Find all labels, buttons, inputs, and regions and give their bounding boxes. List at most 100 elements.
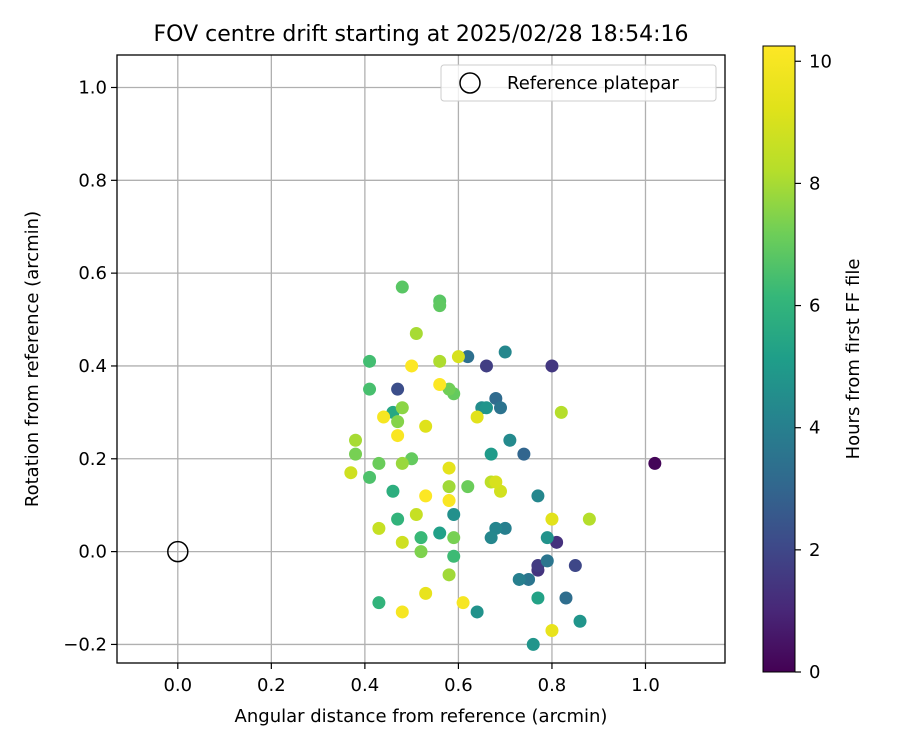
data-point <box>498 521 512 535</box>
data-point <box>540 554 554 568</box>
data-point <box>573 614 587 628</box>
data-point <box>498 345 512 359</box>
data-point <box>395 456 409 470</box>
data-point <box>494 401 508 415</box>
data-point <box>363 354 377 368</box>
data-point <box>363 470 377 484</box>
data-point <box>470 605 484 619</box>
x-tick-label: 0.4 <box>351 675 380 696</box>
x-axis-ticks: 0.0 0.2 0.4 0.6 0.8 1.0 <box>163 663 660 696</box>
data-point <box>531 591 545 605</box>
data-point <box>409 507 423 521</box>
colorbar-label: Hours from first FF file <box>843 259 864 460</box>
data-point <box>433 526 447 540</box>
colorbar-gradient <box>762 45 796 673</box>
data-point <box>568 559 582 573</box>
colorbar-ticks: 0 2 4 6 8 10 <box>795 51 832 683</box>
data-point <box>447 531 461 545</box>
chart-title: FOV centre drift starting at 2025/02/28 … <box>154 22 689 47</box>
data-point <box>344 466 358 480</box>
data-point <box>377 410 391 424</box>
colorbar-tick-label: 8 <box>809 173 820 194</box>
colorbar-tick-label: 4 <box>809 418 820 439</box>
legend-box <box>440 64 717 102</box>
data-point <box>461 350 475 364</box>
x-tick-label: 0.0 <box>163 675 192 696</box>
data-point <box>409 326 423 340</box>
data-point <box>545 512 559 526</box>
data-point <box>414 545 428 559</box>
data-point <box>456 596 470 610</box>
data-point <box>526 637 540 651</box>
data-point <box>372 596 386 610</box>
data-point <box>559 591 573 605</box>
x-axis-label: Angular distance from reference (arcmin) <box>235 706 608 727</box>
data-point <box>386 484 400 498</box>
data-point <box>503 433 517 447</box>
y-tick-label: 1.0 <box>78 77 107 98</box>
data-point <box>433 354 447 368</box>
y-tick-label: 0.8 <box>78 170 107 191</box>
data-point <box>395 535 409 549</box>
data-point <box>447 549 461 563</box>
data-point <box>349 447 363 461</box>
legend-reference-marker <box>459 72 481 94</box>
data-point <box>391 415 405 429</box>
data-point <box>545 359 559 373</box>
x-tick-label: 0.8 <box>538 675 567 696</box>
data-point <box>461 480 475 494</box>
data-point <box>540 531 554 545</box>
data-point <box>479 401 493 415</box>
data-point <box>522 572 536 586</box>
data-point <box>512 572 526 586</box>
data-point <box>484 447 498 461</box>
data-point <box>531 489 545 503</box>
data-point <box>363 382 377 396</box>
colorbar-tick-label: 2 <box>809 540 820 561</box>
data-point <box>395 401 409 415</box>
data-point <box>442 568 456 582</box>
data-point <box>433 299 447 313</box>
colorbar: 0 2 4 6 8 10 Hours from first FF file <box>762 45 864 683</box>
data-points <box>344 280 662 651</box>
x-tick-label: 0.6 <box>444 675 473 696</box>
plot-frame <box>116 54 726 664</box>
legend: Reference platepar <box>440 64 717 102</box>
data-point <box>419 489 433 503</box>
data-point <box>391 382 405 396</box>
x-tick-label: 1.0 <box>631 675 660 696</box>
data-point <box>545 624 559 638</box>
data-point <box>391 429 405 443</box>
data-point <box>554 405 568 419</box>
data-point <box>484 531 498 545</box>
data-point <box>433 378 447 392</box>
data-point <box>447 507 461 521</box>
y-tick-label: 0.4 <box>78 356 107 377</box>
data-point <box>442 480 456 494</box>
data-point <box>442 494 456 508</box>
data-point <box>414 531 428 545</box>
y-axis-ticks: −0.2 0.0 0.2 0.4 0.6 0.8 1.0 <box>63 77 117 655</box>
colorbar-tick-label: 10 <box>809 51 832 72</box>
legend-entry-reference: Reference platepar <box>507 73 679 94</box>
colorbar-tick-label: 0 <box>809 662 820 683</box>
data-point <box>648 456 662 470</box>
data-point <box>391 512 405 526</box>
data-point <box>395 605 409 619</box>
data-point <box>479 359 493 373</box>
data-point <box>582 512 596 526</box>
data-point <box>405 359 419 373</box>
colorbar-tick-label: 6 <box>809 296 820 317</box>
y-tick-label: −0.2 <box>63 634 107 655</box>
data-point <box>372 456 386 470</box>
data-point <box>419 419 433 433</box>
y-tick-label: 0.0 <box>78 542 107 563</box>
data-point <box>372 521 386 535</box>
data-point <box>517 447 531 461</box>
data-point <box>419 586 433 600</box>
data-point <box>489 475 503 489</box>
x-tick-label: 0.2 <box>257 675 286 696</box>
data-point <box>395 280 409 294</box>
reference-marker-layer <box>167 540 189 563</box>
